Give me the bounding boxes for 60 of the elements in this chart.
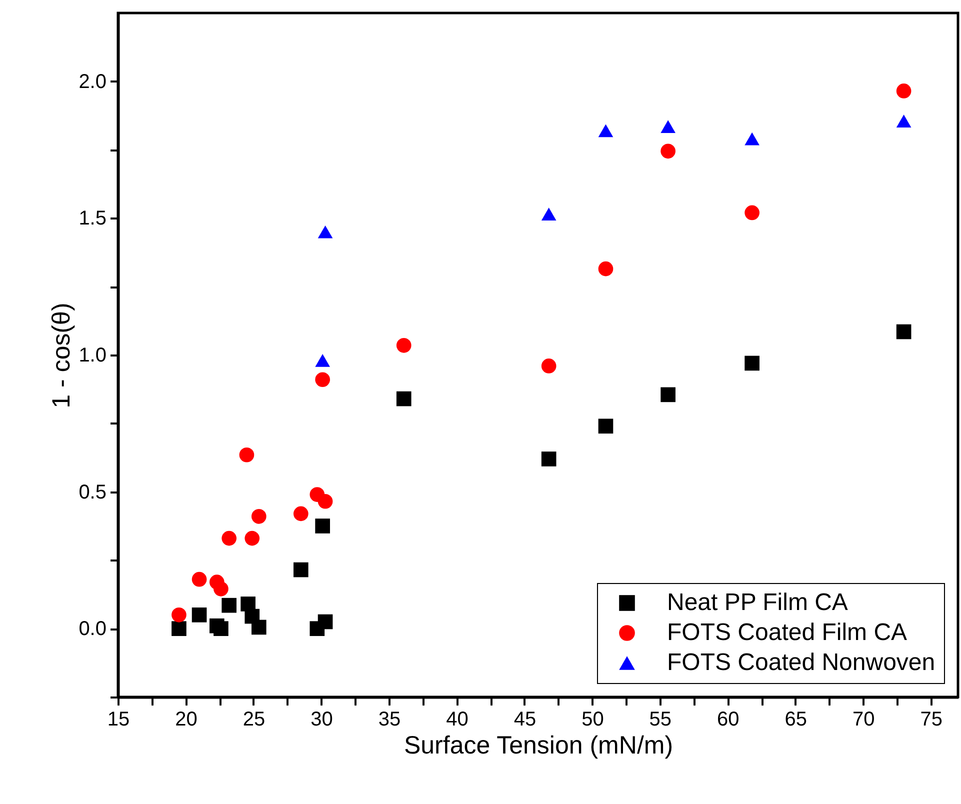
point [214,582,228,596]
legend-label: FOTS Coated Nonwoven [667,649,936,676]
point [192,608,207,622]
point [239,447,254,462]
y-tick-label: 0.0 [78,618,106,640]
point [192,572,207,587]
point [251,620,266,635]
x-tick-label: 60 [717,708,740,730]
point [896,114,912,128]
point [896,324,912,340]
y-tick-label: 1.5 [78,208,106,230]
y-tick-label: 2.0 [78,70,106,93]
point [896,84,912,98]
x-axis-title: Surface Tension (mN/m) [404,732,674,760]
point [172,621,186,636]
point [396,338,412,353]
legend-label: FOTS Coated Film CA [667,619,908,646]
point [598,418,614,434]
point [660,144,676,159]
point [744,356,760,371]
point [598,124,614,138]
y-axis-title: 1 - cos(θ) [48,302,76,408]
point [541,208,556,221]
point [315,354,330,367]
point [318,225,333,238]
point [315,372,330,388]
point [315,518,330,534]
point [541,452,556,466]
point [660,387,676,402]
x-tick-label: 20 [175,708,198,730]
point [214,621,228,636]
x-tick-label: 15 [107,708,130,730]
point [172,608,186,622]
point [660,120,676,133]
point [598,261,614,276]
point [244,530,260,546]
x-tick-label: 45 [514,708,536,730]
y-tick-label: 0.5 [78,481,106,504]
x-tick-label: 75 [920,708,943,730]
x-tick-label: 50 [582,708,604,730]
legend-label: Neat PP Film CA [667,589,848,616]
point [396,391,412,406]
x-tick-label: 35 [378,708,401,730]
y-tick-label: 1.0 [78,344,106,366]
x-tick-label: 65 [784,708,808,730]
x-tick-label: 25 [242,708,266,730]
point [222,598,237,613]
x-tick-label: 55 [649,708,672,730]
x-tick-label: 30 [310,708,333,730]
point [293,562,308,578]
x-tick-label: 70 [852,708,875,730]
point [318,614,333,630]
point [541,358,556,374]
point [251,509,266,524]
point [744,132,760,146]
point [744,205,760,220]
x-tick-label: 40 [446,708,468,730]
point [222,530,237,546]
point [318,494,333,509]
point [293,506,308,522]
